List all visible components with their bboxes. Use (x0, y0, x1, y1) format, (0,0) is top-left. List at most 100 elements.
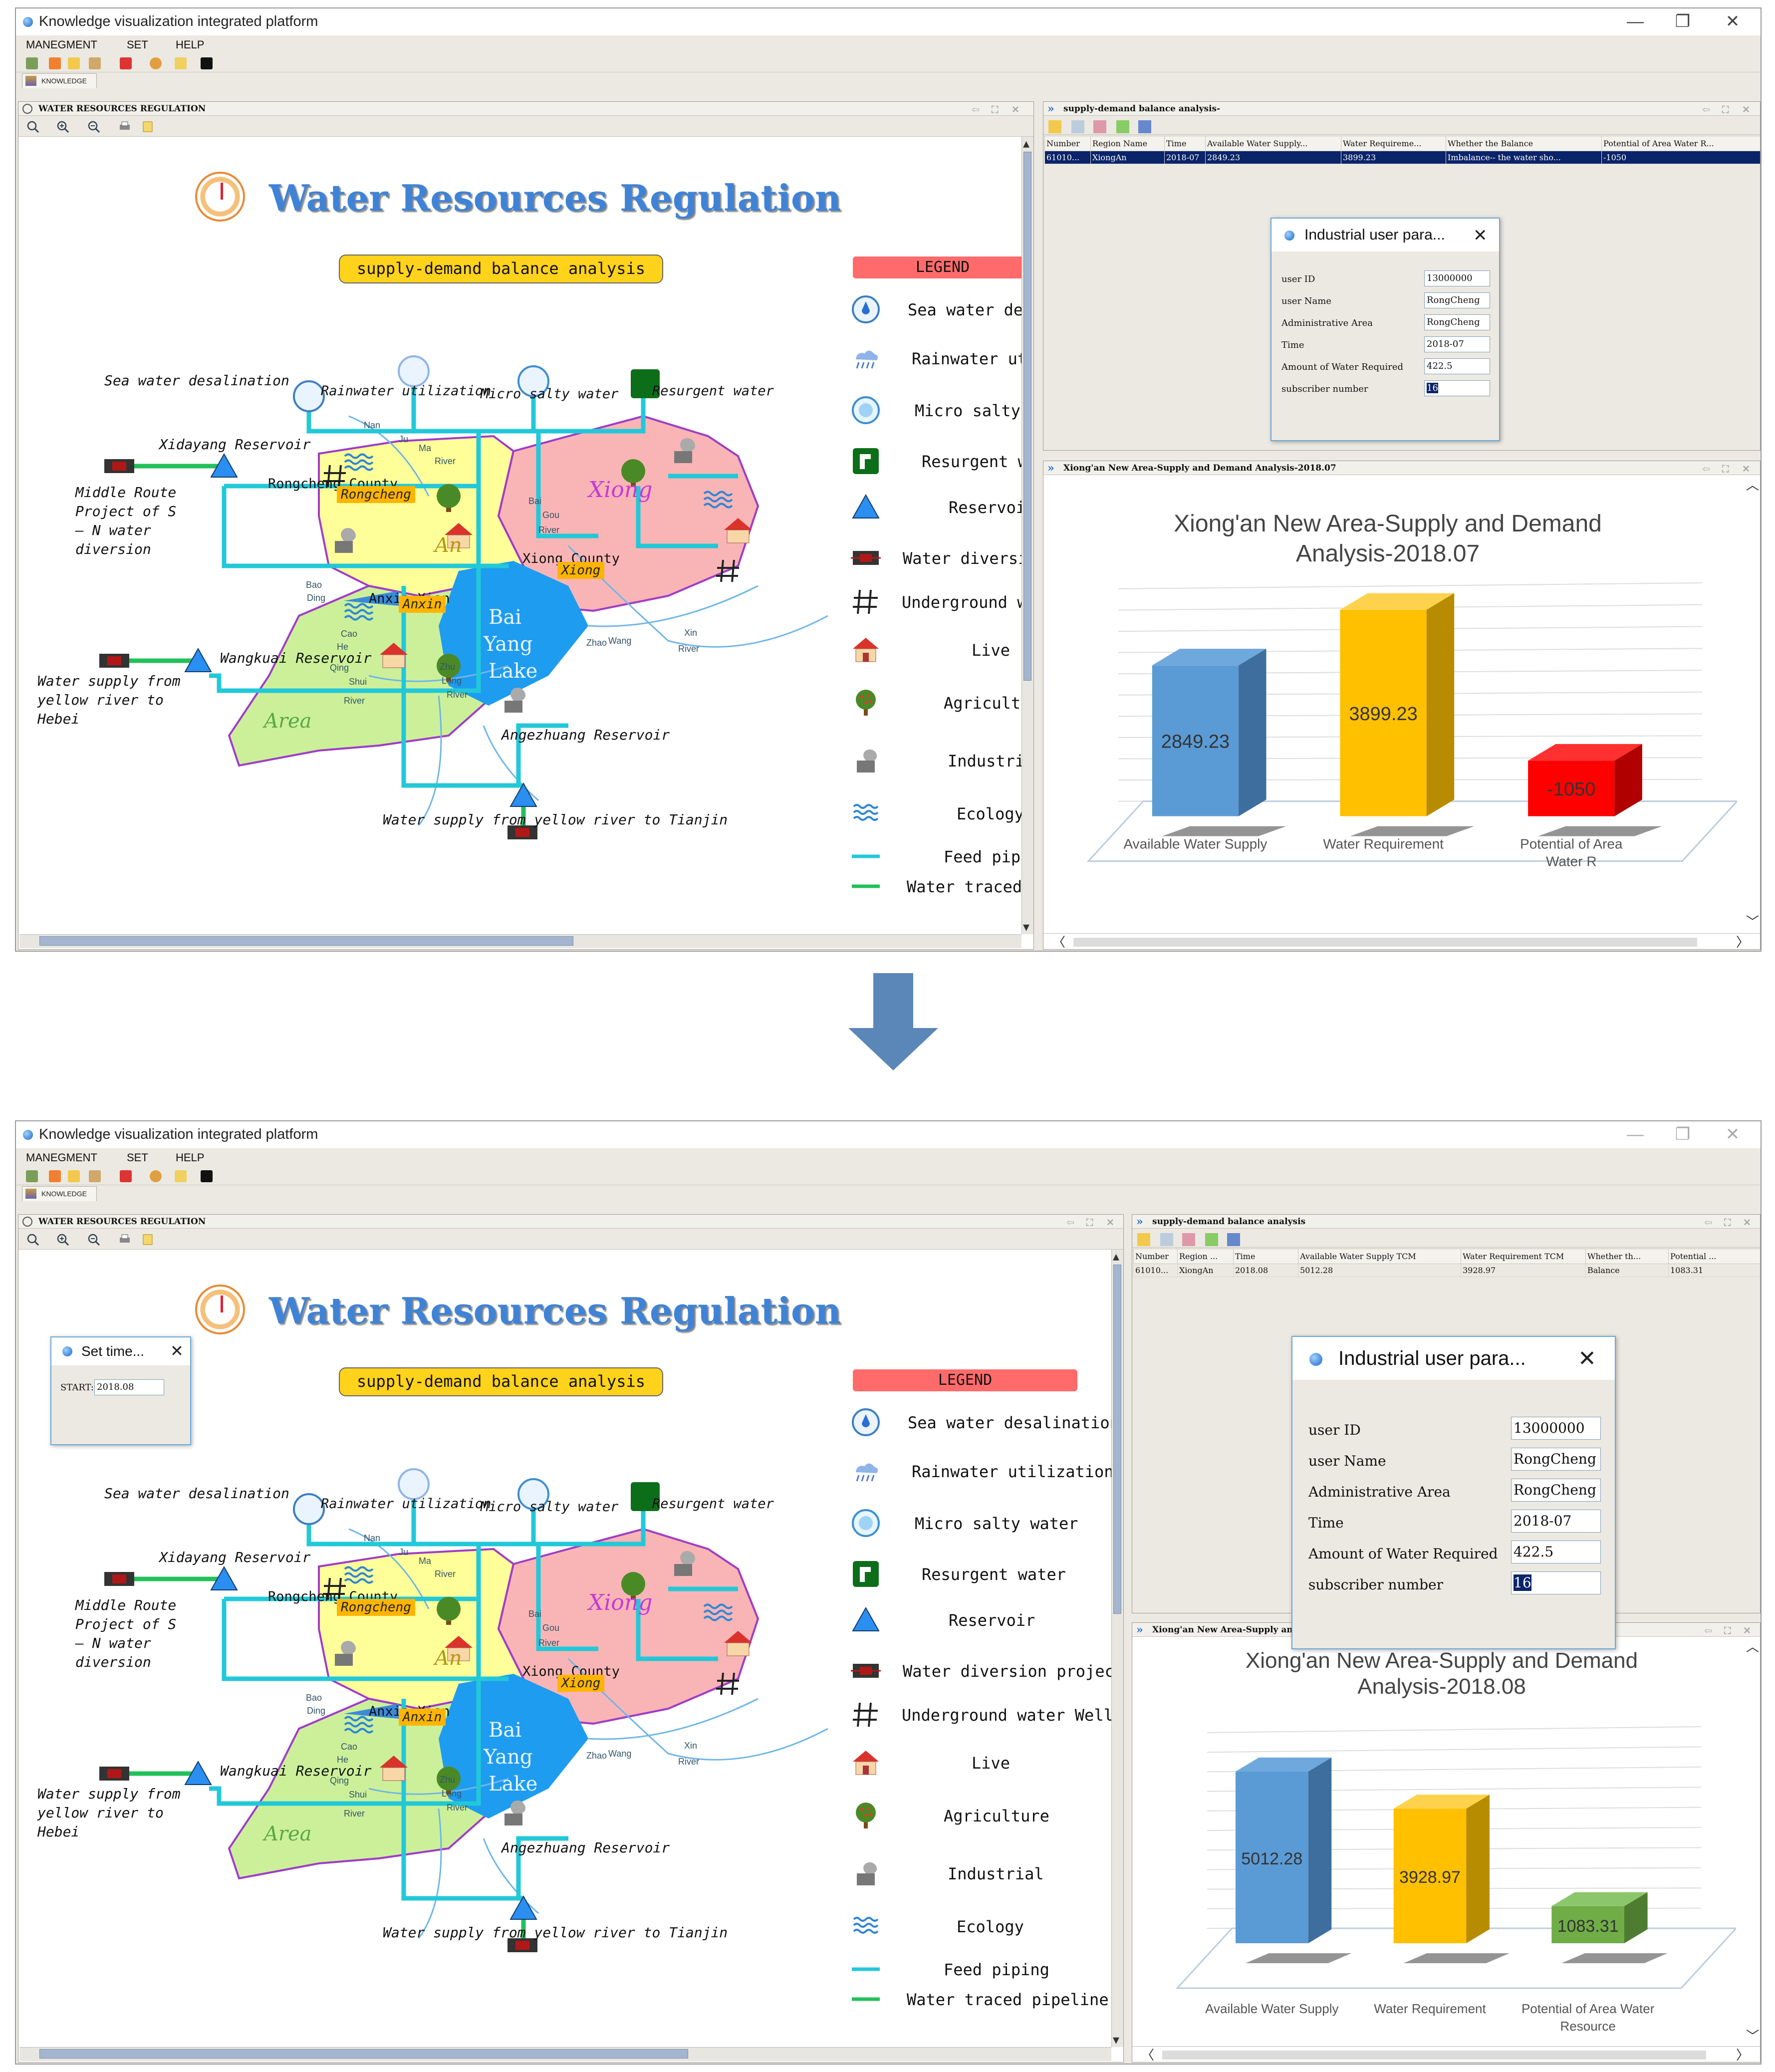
chart-vertical-scrollbar[interactable]: ︿ ﹀ (1742, 476, 1760, 935)
chart-hscroll-thumb[interactable] (1073, 938, 1697, 947)
camera-icon[interactable] (201, 1170, 213, 1182)
industrial-user-dialog[interactable]: Industrial user para... ✕ user ID 1300000… (1291, 1336, 1616, 1649)
field-input[interactable]: RongCheng (1424, 292, 1490, 308)
bar[interactable] (1528, 761, 1615, 816)
column-header[interactable]: Number (1044, 136, 1091, 151)
scroll-down-icon[interactable]: ▾ (1113, 2032, 1120, 2047)
print-icon[interactable] (118, 120, 131, 133)
industrial-user-dialog[interactable]: Industrial user para... ✕ user ID 1300000… (1270, 218, 1500, 441)
close-panel-icon[interactable]: ✕ (1012, 104, 1019, 115)
column-header[interactable]: Number (1133, 1249, 1178, 1264)
close-panel-icon[interactable]: ✕ (1742, 464, 1750, 475)
tab-knowledge[interactable]: KNOWLEDGE (22, 73, 97, 88)
restore-panel-icon[interactable]: ⇦ (972, 104, 980, 115)
dialog-close-icon[interactable]: ✕ (1578, 1346, 1596, 1371)
dialog-close-icon[interactable]: ✕ (1473, 226, 1488, 245)
refresh-icon[interactable] (1116, 120, 1129, 133)
column-header[interactable]: Time (1233, 1249, 1298, 1264)
bar[interactable] (1551, 1906, 1624, 1943)
scroll-down-icon[interactable]: ﹀ (1746, 2029, 1760, 2044)
menu-set[interactable]: SET (127, 1151, 148, 1164)
menu-management[interactable]: MANEGMENT (26, 1151, 97, 1164)
column-header[interactable]: Region Name (1090, 136, 1165, 151)
column-header[interactable]: Potential ... (1668, 1249, 1760, 1264)
chart-hscroll-thumb[interactable] (1162, 2051, 1706, 2060)
scroll-down-icon[interactable]: ﹀ (1746, 914, 1760, 929)
menu-management[interactable]: MANEGMENT (26, 38, 97, 51)
restore-panel-icon[interactable]: ⇦ (1066, 1217, 1074, 1228)
set-time-close-icon[interactable]: ✕ (170, 1342, 184, 1360)
field-input[interactable]: 16 (1424, 380, 1490, 396)
export-icon[interactable] (141, 120, 154, 133)
zoom-in-icon[interactable] (56, 120, 69, 133)
chart-horizontal-scrollbar[interactable]: 〈 〉 (1132, 2046, 1760, 2063)
scroll-left-icon[interactable]: 〈 (1141, 2048, 1155, 2063)
print-icon[interactable] (118, 1233, 131, 1246)
maximize-panel-icon[interactable]: ⛶ (1086, 1217, 1093, 1228)
field-input[interactable]: 422.5 (1511, 1541, 1601, 1563)
map-horizontal-scrollbar[interactable] (19, 2047, 1111, 2061)
map-horizontal-scrollbar[interactable] (19, 934, 1021, 948)
star-icon[interactable] (175, 57, 187, 69)
bar[interactable] (1340, 609, 1427, 816)
restore-panel-icon[interactable]: ⇦ (1704, 1217, 1712, 1228)
rss-icon[interactable] (49, 1170, 61, 1182)
column-header[interactable]: Whether th... (1585, 1249, 1669, 1264)
close-button[interactable]: ✕ (1725, 12, 1740, 31)
maximize-panel-icon[interactable]: ⛶ (1724, 1217, 1731, 1228)
scroll-left-icon[interactable]: 〈 (1052, 935, 1066, 950)
folder-icon[interactable] (68, 57, 80, 69)
scroll-up-icon[interactable]: ︿ (1746, 478, 1760, 493)
star-icon[interactable] (175, 1170, 187, 1182)
scroll-right-icon[interactable]: 〉 (1736, 935, 1750, 950)
grid-icon[interactable] (26, 1170, 38, 1182)
field-input[interactable]: 2018-07 (1511, 1510, 1601, 1533)
zoom-in-icon[interactable] (56, 1233, 69, 1246)
maximize-panel-icon[interactable]: ⛶ (1722, 104, 1729, 115)
field-input[interactable]: RongCheng (1511, 1448, 1601, 1471)
camera-icon[interactable] (201, 57, 213, 69)
field-input[interactable]: 16 (1511, 1571, 1601, 1594)
chart-icon[interactable] (1227, 1233, 1240, 1246)
tool-icon[interactable] (120, 57, 132, 69)
close-panel-icon[interactable]: ✕ (1742, 104, 1750, 115)
map-hscroll-thumb[interactable] (39, 2049, 688, 2059)
scroll-up-icon[interactable]: ▴ (1023, 136, 1030, 151)
save-icon[interactable] (1093, 120, 1106, 133)
export-icon[interactable] (141, 1233, 154, 1246)
map-vertical-scrollbar[interactable]: ▴ ▾ (1111, 1250, 1123, 2047)
scroll-down-icon[interactable]: ▾ (1023, 919, 1030, 934)
bar[interactable] (1393, 1809, 1467, 1943)
copy-icon[interactable] (1071, 120, 1084, 133)
rss-icon[interactable] (49, 57, 61, 69)
save-icon[interactable] (1182, 1233, 1195, 1246)
close-button[interactable]: ✕ (1725, 1125, 1740, 1144)
chart-horizontal-scrollbar[interactable]: 〈 〉 (1043, 933, 1760, 950)
chart-vertical-scrollbar[interactable]: ︿ ﹀ (1742, 1638, 1760, 2047)
zoom-fit-icon[interactable] (26, 1233, 39, 1246)
map-vscroll-thumb[interactable] (1023, 152, 1031, 681)
maximize-panel-icon[interactable]: ⛶ (992, 104, 999, 115)
maximize-button[interactable]: ❐ (1675, 1125, 1691, 1144)
refresh-icon[interactable] (1205, 1233, 1218, 1246)
tool-icon[interactable] (120, 1170, 132, 1182)
user-icon[interactable] (150, 1170, 162, 1182)
map-hscroll-thumb[interactable] (39, 936, 573, 946)
document-icon[interactable] (89, 57, 101, 69)
scroll-up-icon[interactable]: ︿ (1746, 1639, 1760, 1654)
set-time-dialog[interactable]: Set time... ✕ START: 2018.08 (50, 1336, 191, 1445)
document-icon[interactable] (89, 1170, 101, 1182)
close-panel-icon[interactable]: ✕ (1743, 1625, 1751, 1636)
copy-icon[interactable] (1160, 1233, 1173, 1246)
column-header[interactable]: Available Water Supply TCM (1298, 1249, 1461, 1264)
maximize-panel-icon[interactable]: ⛶ (1724, 1625, 1731, 1636)
menu-help[interactable]: HELP (176, 38, 205, 51)
field-input[interactable]: 13000000 (1511, 1417, 1601, 1440)
menu-help[interactable]: HELP (176, 1151, 205, 1164)
field-input[interactable]: 2018-07 (1424, 336, 1490, 352)
close-panel-icon[interactable]: ✕ (1106, 1217, 1114, 1228)
zoom-out-icon[interactable] (87, 120, 100, 133)
open-icon[interactable] (1137, 1233, 1150, 1246)
close-panel-icon[interactable]: ✕ (1743, 1217, 1751, 1228)
map-vscroll-thumb[interactable] (1113, 1265, 1121, 1614)
